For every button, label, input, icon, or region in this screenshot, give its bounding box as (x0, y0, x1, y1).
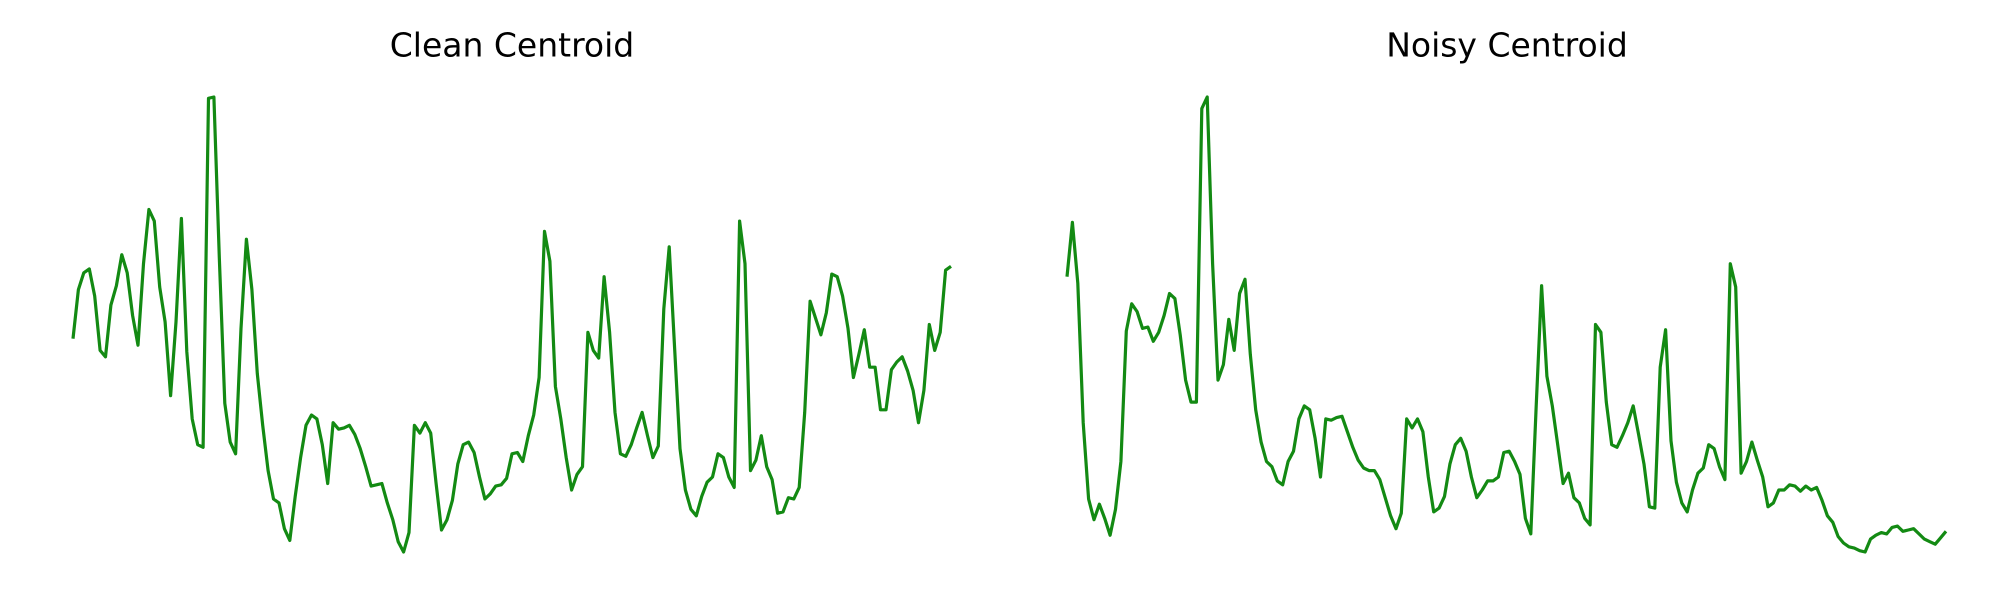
chart-title: Clean Centroid (390, 26, 635, 65)
data-line (1065, 95, 1948, 554)
chart-title: Noisy Centroid (1386, 26, 1628, 65)
data-line (71, 95, 952, 554)
